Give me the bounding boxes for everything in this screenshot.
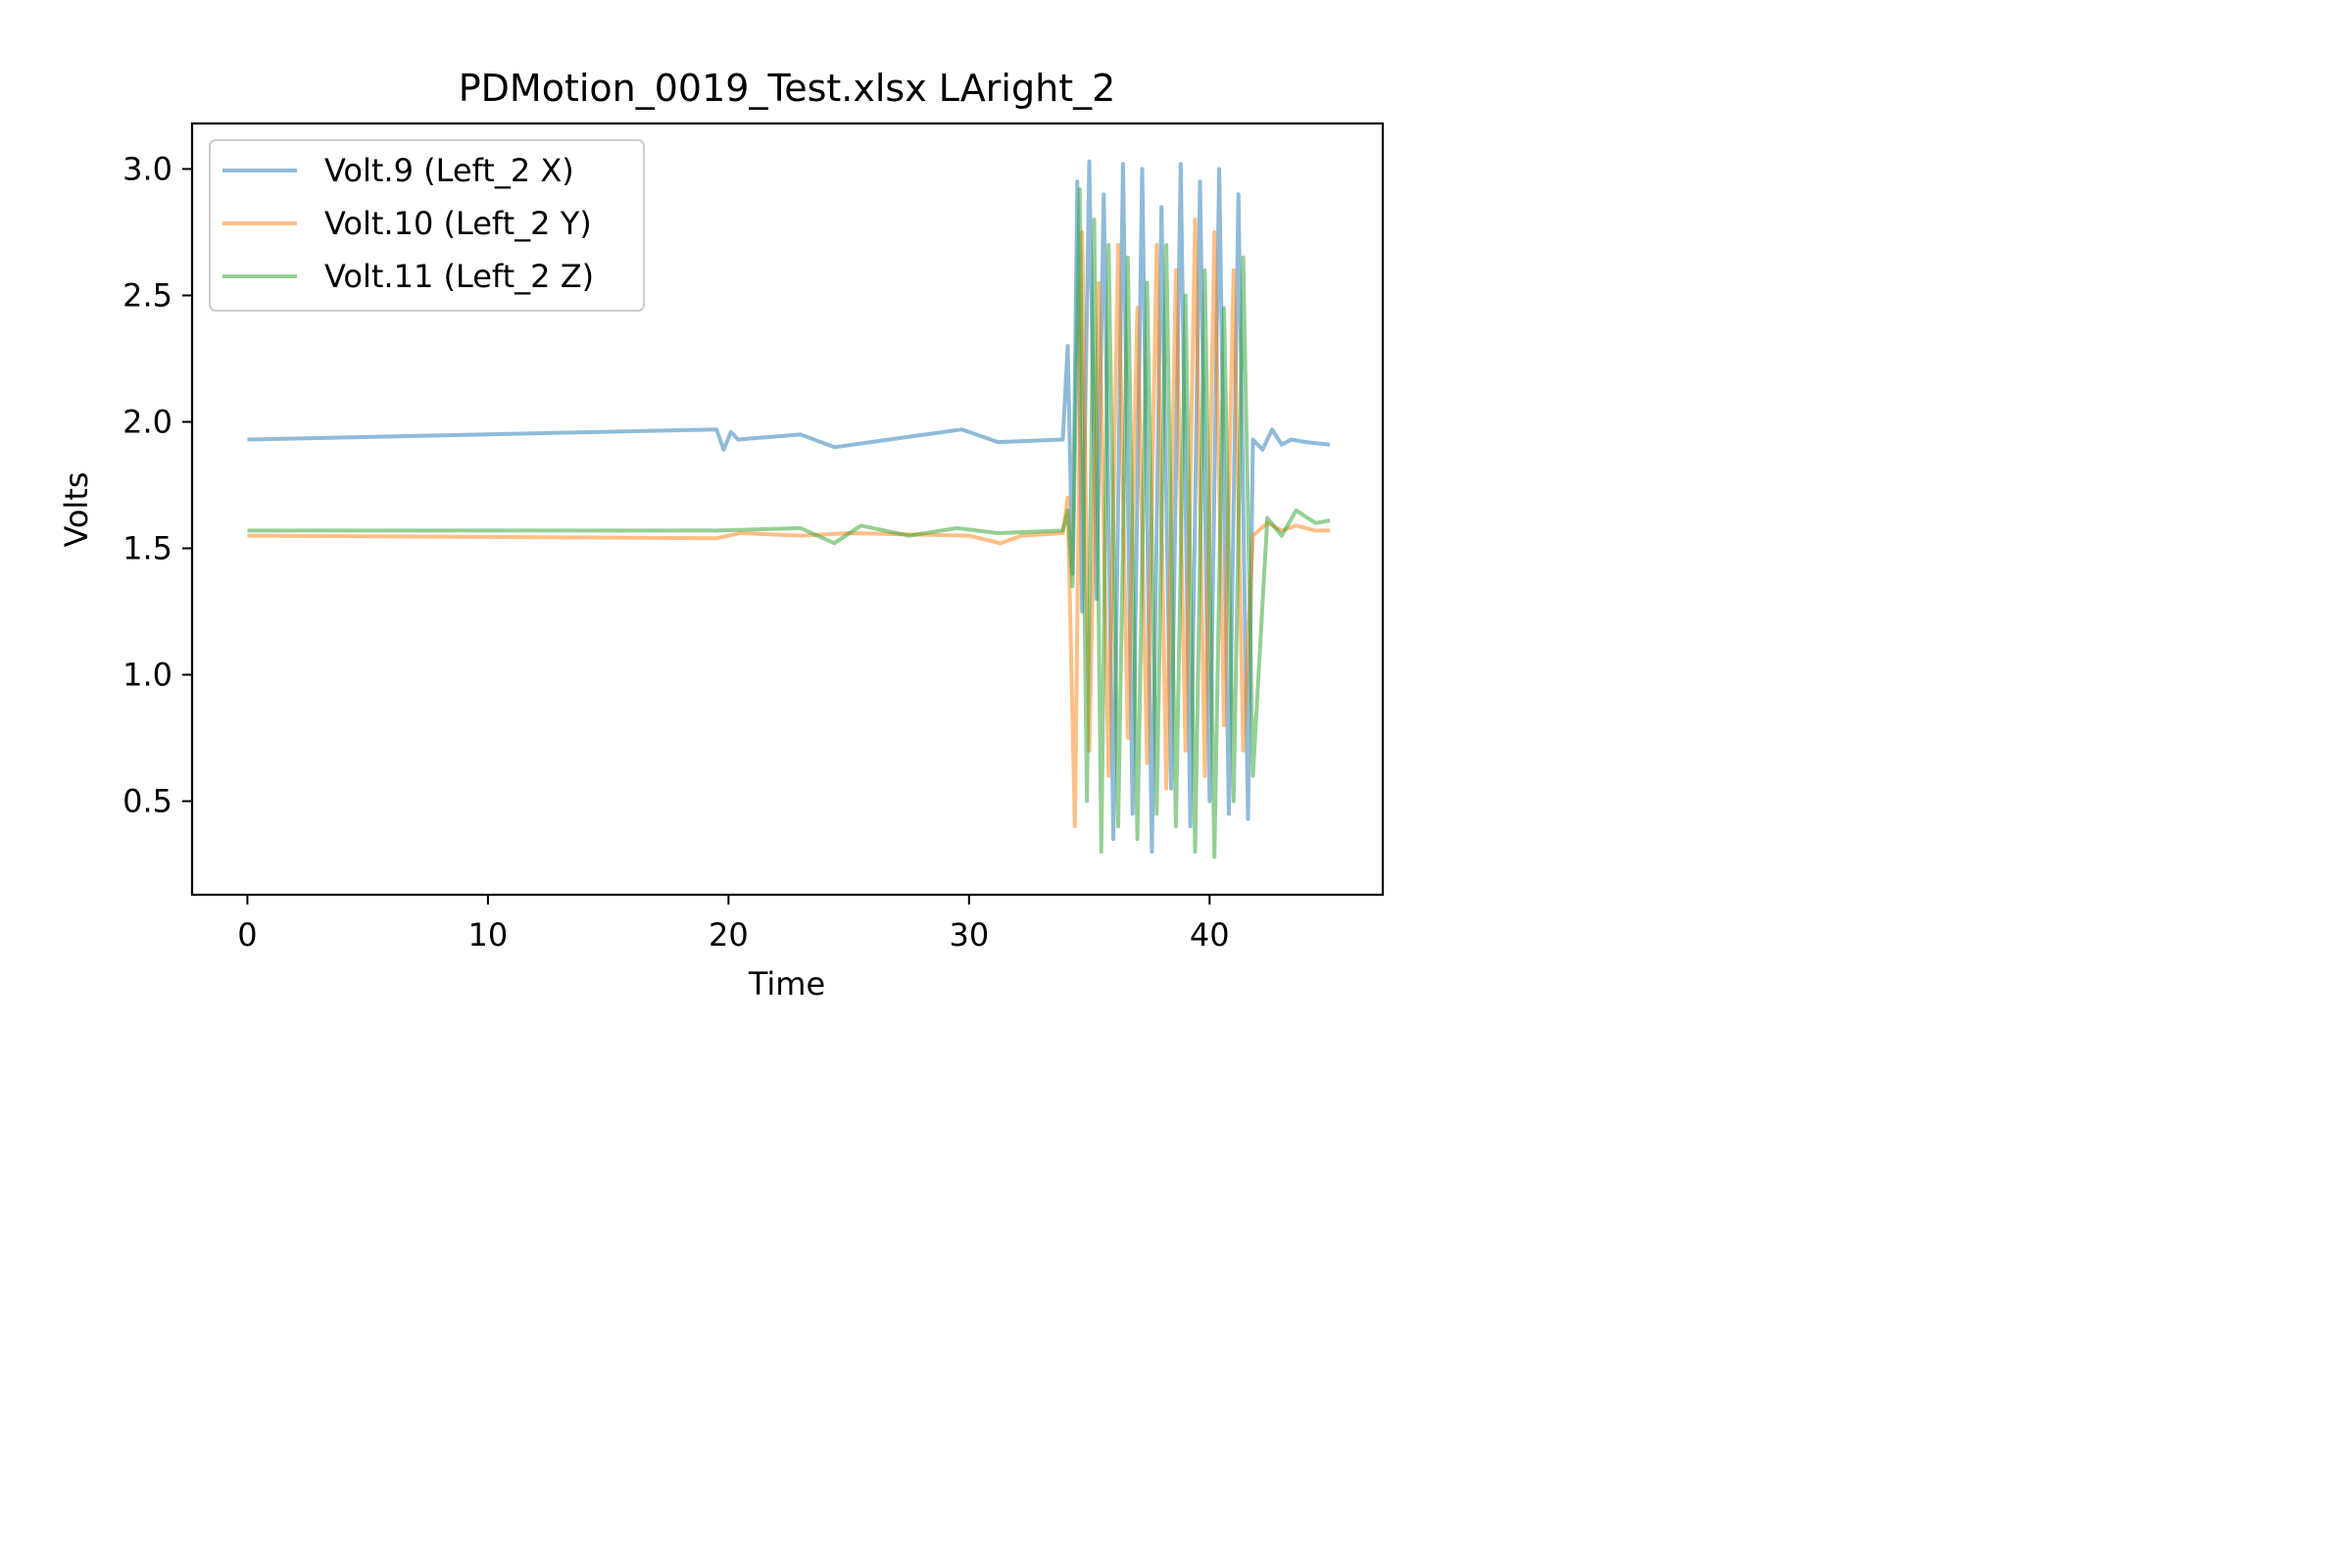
series-line-3 bbox=[247, 187, 1331, 859]
chart-title: PDMotion_0019_Test.xlsx LAright_2 bbox=[459, 67, 1116, 110]
x-tick-label: 20 bbox=[709, 916, 749, 954]
plot-lines bbox=[247, 159, 1331, 859]
x-tick-label: 10 bbox=[468, 916, 509, 954]
legend-label-volt11: Volt.11 (Left_2 Z) bbox=[324, 258, 594, 295]
legend-label-volt10: Volt.10 (Left_2 Y) bbox=[324, 205, 592, 242]
y-tick-label: 2.0 bbox=[122, 403, 172, 440]
x-tick-label: 40 bbox=[1190, 916, 1230, 954]
y-tick-label: 0.5 bbox=[122, 783, 172, 820]
series-line-2 bbox=[247, 218, 1330, 829]
y-tick-label: 1.5 bbox=[122, 529, 172, 566]
plot-area-frame bbox=[190, 122, 1385, 897]
legend-label-volt9: Volt.9 (Left_2 X) bbox=[324, 152, 574, 189]
y-tick-label: 2.5 bbox=[122, 276, 172, 314]
y-tick-label: 3.0 bbox=[122, 150, 172, 187]
legend-box bbox=[209, 139, 645, 312]
x-tick-label: 0 bbox=[237, 916, 257, 954]
y-axis-label: Volts bbox=[58, 471, 95, 547]
x-tick-label: 30 bbox=[949, 916, 989, 954]
x-axis-label: Time bbox=[748, 965, 825, 1003]
chart: PDMotion_0019_Test.xlsx LAright_2 0 10 20 3… bbox=[0, 0, 1514, 1028]
legend: Volt.9 (Left_2 X) Volt.10 (Left_2 Y) Vol… bbox=[209, 139, 645, 312]
axis-ticks: 0 10 20 30 40 0.5 1.0 1.5 2.0 2.5 3.0 bbox=[122, 150, 1230, 954]
y-tick-label: 1.0 bbox=[122, 657, 172, 694]
